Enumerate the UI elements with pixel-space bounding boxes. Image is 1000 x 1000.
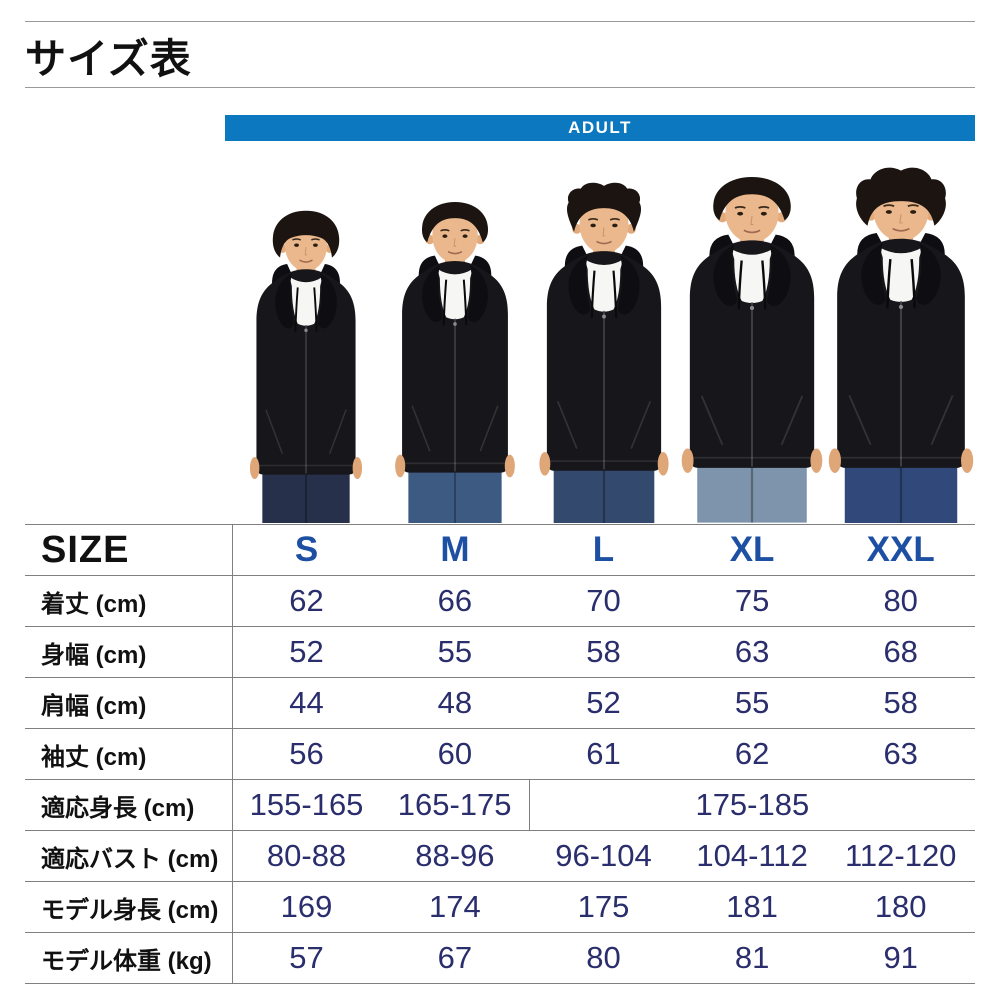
table-cell: 55 [380, 626, 530, 678]
table-cell: 60 [380, 728, 530, 780]
table-cell: 70 [529, 575, 678, 627]
table-cell: 55 [677, 677, 827, 729]
table-cell: 80 [826, 575, 975, 627]
table-cell: 62 [232, 575, 381, 627]
table-cell: 56 [232, 728, 381, 780]
table-cell: 52 [529, 677, 678, 729]
table-cell: 180 [826, 881, 975, 933]
row-label: 適応バスト (cm) [25, 830, 233, 882]
row-label: モデル体重 (kg) [25, 932, 233, 984]
table-cell: 80-88 [232, 830, 381, 882]
table-row: モデル体重 (kg) 57 67 80 81 91 [25, 932, 975, 984]
model-figure-S [249, 210, 363, 523]
column-header-S: S [232, 524, 381, 576]
table-cell: 181 [677, 881, 827, 933]
table-cell: 57 [232, 932, 381, 984]
table-row: 袖丈 (cm) 56 60 61 62 63 [25, 728, 975, 780]
model-figure-M [395, 202, 515, 523]
table-cell: 175 [529, 881, 678, 933]
model-figure-XL [681, 177, 823, 523]
top-divider [25, 21, 975, 22]
model-figure-XXL [828, 167, 974, 523]
table-row: モデル身長 (cm) 169 174 175 181 180 [25, 881, 975, 933]
model-figure-L [539, 182, 669, 523]
table-cell: 62 [677, 728, 827, 780]
column-header-XXL: XXL [826, 524, 975, 576]
table-row: 着丈 (cm) 62 66 70 75 80 [25, 575, 975, 627]
table-cell: 75 [677, 575, 827, 627]
table-cell: 91 [826, 932, 975, 984]
table-cell: 169 [232, 881, 381, 933]
table-cell: 52 [232, 626, 381, 678]
row-label: モデル身長 (cm) [25, 881, 233, 933]
table-cell: 61 [529, 728, 678, 780]
column-header-L: L [529, 524, 678, 576]
size-table: SIZE S M L XL XXL 着丈 (cm) 62 66 70 75 80 身幅 (cm) 52 55… [25, 524, 975, 984]
row-label: 適応身長 (cm) [25, 779, 233, 831]
table-cell: 112-120 [826, 830, 975, 882]
column-header-XL: XL [677, 524, 827, 576]
table-cell: 66 [380, 575, 530, 627]
table-cell: 174 [380, 881, 530, 933]
row-label: 肩幅 (cm) [25, 677, 233, 729]
table-cell: 44 [232, 677, 381, 729]
table-cell: 155-165 [232, 779, 381, 831]
page-title: サイズ表 [25, 36, 192, 82]
table-cell: 63 [826, 728, 975, 780]
table-cell: 48 [380, 677, 530, 729]
table-row: 肩幅 (cm) 44 48 52 55 58 [25, 677, 975, 729]
size-header-label: SIZE [25, 524, 233, 576]
table-cell: 104-112 [677, 830, 827, 882]
table-cell: 58 [529, 626, 678, 678]
table-cell: 68 [826, 626, 975, 678]
table-row: 適応バスト (cm) 80-88 88-96 96-104 104-112 112-120 [25, 830, 975, 882]
table-row: 適応身長 (cm) 155-165 165-175 175-185 [25, 779, 975, 831]
table-cell: 165-175 [380, 779, 530, 831]
table-header-row: SIZE S M L XL XXL [25, 524, 975, 576]
size-models-photo [249, 167, 974, 523]
table-cell-merged: 175-185 [528, 779, 975, 831]
table-cell: 67 [380, 932, 530, 984]
adult-banner-label: ADULT [568, 118, 632, 137]
table-cell: 80 [529, 932, 678, 984]
table-cell: 88-96 [380, 830, 530, 882]
row-label: 身幅 (cm) [25, 626, 233, 678]
column-header-M: M [380, 524, 530, 576]
adult-banner: ADULT [225, 115, 975, 141]
table-cell: 96-104 [529, 830, 678, 882]
table-row: 身幅 (cm) 52 55 58 63 68 [25, 626, 975, 678]
row-label: 着丈 (cm) [25, 575, 233, 627]
table-cell: 63 [677, 626, 827, 678]
table-cell: 81 [677, 932, 827, 984]
title-divider [25, 87, 975, 88]
row-label: 袖丈 (cm) [25, 728, 233, 780]
table-cell: 58 [826, 677, 975, 729]
